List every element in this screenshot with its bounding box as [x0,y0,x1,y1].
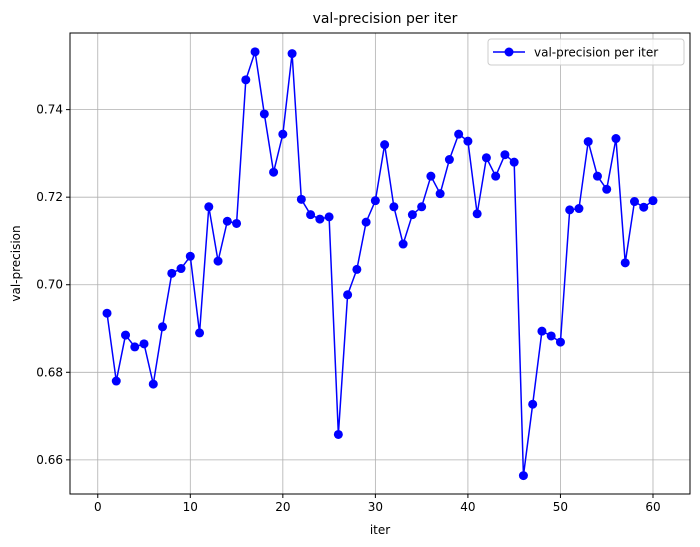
data-point [500,150,510,160]
legend-box [487,38,685,66]
x-axis-label: iter [370,523,390,537]
plot-frame [69,32,691,495]
data-point [139,339,149,349]
data-point [278,129,288,139]
data-point [546,331,556,341]
data-point [426,171,436,181]
x-tick-label: 30 [368,500,383,514]
data-point [204,202,214,212]
data-point [629,197,639,207]
data-point [130,342,140,352]
y-axis-label: val-precision [9,225,23,301]
data-point [306,210,316,220]
data-point [389,202,399,212]
data-point [565,205,575,215]
x-tick-label: 50 [553,500,568,514]
data-point [259,109,269,119]
data-point [111,376,121,386]
data-point [518,471,528,481]
legend-label: val-precision per iter [534,46,658,60]
series-line [106,51,654,477]
data-point [602,184,612,194]
x-tick-label: 60 [645,500,660,514]
x-tick-label: 0 [94,500,102,514]
data-point [398,239,408,249]
data-point [509,157,519,167]
data-point [417,202,427,212]
grid [70,33,690,494]
x-tick-label: 20 [275,500,290,514]
data-point [463,136,473,146]
legend-marker-swatch [504,47,514,57]
data-point [454,129,464,139]
data-point [222,216,232,226]
data-point [583,137,593,147]
chart-title: val-precision per iter [313,11,458,27]
data-point [528,399,538,409]
data-point [195,328,205,338]
data-point [333,429,343,439]
x-tick-label: 10 [183,500,198,514]
data-point [555,337,565,347]
data-point [574,204,584,214]
data-point [611,134,621,144]
data-point [620,258,630,268]
data-point [481,153,491,163]
legend: val-precision per iter [487,38,685,66]
data-point [639,202,649,212]
data-point [296,194,306,204]
data-point [269,167,279,177]
data-point [121,330,131,340]
y-tick-label: 0.74 [36,103,63,117]
y-tick-label: 0.66 [36,453,63,467]
data-point [435,189,445,199]
data-point [232,218,242,228]
data-point [343,290,353,300]
data-point [407,210,417,220]
data-point [287,49,297,59]
y-tick-label: 0.68 [36,365,63,379]
data-point [213,256,223,266]
data-point [537,326,547,336]
data-point [148,379,158,389]
y-tick-label: 0.70 [36,278,63,292]
data-point [444,155,454,165]
data-point [472,209,482,219]
data-point [167,268,177,278]
data-point [315,214,325,224]
data-point [380,140,390,150]
y-tick-label: 0.72 [36,190,63,204]
data-point [648,196,658,206]
series-layer [102,47,658,481]
ticks: 0 10 20 30 40 50 60 0.66 0.68 0.70 0.72 0.74 [36,103,660,514]
data-point [176,264,186,274]
data-point [102,308,112,318]
data-point [241,75,251,85]
data-point [185,251,195,261]
data-point [352,264,362,274]
data-point [250,47,260,57]
x-tick-label: 40 [460,500,475,514]
data-point [370,196,380,206]
data-point [592,171,602,181]
data-point [361,217,371,227]
data-point [324,212,334,222]
data-point [491,171,501,181]
data-point [158,322,168,332]
